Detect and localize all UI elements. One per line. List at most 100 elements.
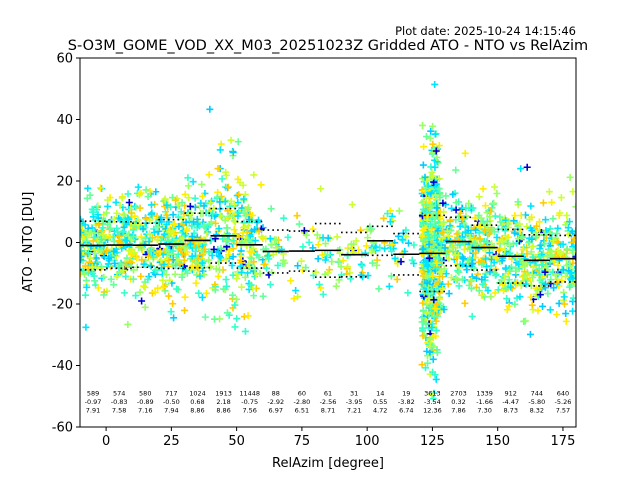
y-tick-label: 20 xyxy=(56,175,73,190)
data-point xyxy=(268,241,276,249)
data-point xyxy=(226,212,234,220)
data-point xyxy=(569,307,576,315)
data-point xyxy=(81,270,89,278)
y-tick-label: 0 xyxy=(65,236,73,251)
data-point xyxy=(162,271,170,279)
data-point xyxy=(111,259,119,267)
data-point xyxy=(205,171,213,179)
data-point xyxy=(191,194,199,202)
data-point xyxy=(429,355,437,363)
data-point xyxy=(529,263,537,271)
data-point xyxy=(405,239,413,247)
data-point xyxy=(487,208,495,216)
data-point xyxy=(466,233,474,241)
data-point xyxy=(482,255,490,263)
data-point xyxy=(190,218,198,226)
data-point xyxy=(154,284,162,292)
data-point xyxy=(477,214,485,222)
data-point xyxy=(438,228,446,236)
data-point xyxy=(443,227,451,235)
bin-count-label: 744 xyxy=(531,390,543,398)
data-point xyxy=(263,264,271,272)
data-point xyxy=(106,225,114,233)
data-point xyxy=(424,359,432,367)
bin-count-label: 2703 xyxy=(450,390,467,398)
data-point xyxy=(309,244,317,252)
data-point xyxy=(511,212,519,220)
data-point xyxy=(118,194,126,202)
data-point xyxy=(491,289,499,297)
x-tick-label: 175 xyxy=(551,434,576,449)
data-point xyxy=(188,252,196,260)
data-point xyxy=(178,199,186,207)
data-point xyxy=(229,253,237,261)
data-point xyxy=(223,224,231,232)
data-point xyxy=(89,208,97,216)
data-point xyxy=(167,308,175,316)
bin-count-label: 1339 xyxy=(476,390,493,398)
data-point xyxy=(426,202,434,210)
data-point xyxy=(245,215,253,223)
data-point xyxy=(472,249,480,257)
data-point xyxy=(205,256,213,264)
data-point xyxy=(163,201,171,209)
data-point xyxy=(486,268,494,276)
data-point xyxy=(178,273,186,281)
data-point xyxy=(165,257,173,265)
data-point xyxy=(439,285,447,293)
data-point xyxy=(479,185,487,193)
data-point xyxy=(174,201,182,209)
data-point xyxy=(216,146,224,154)
data-point xyxy=(216,205,224,213)
data-point xyxy=(116,201,124,209)
data-point xyxy=(80,256,85,264)
data-point xyxy=(427,127,435,135)
data-point xyxy=(106,224,114,232)
data-point xyxy=(222,276,230,284)
data-point xyxy=(428,390,436,398)
data-point xyxy=(240,313,248,321)
data-point xyxy=(429,368,437,376)
data-point xyxy=(419,226,427,234)
data-point xyxy=(419,219,427,227)
data-point xyxy=(97,235,105,243)
data-point xyxy=(156,216,164,224)
data-point xyxy=(104,196,112,204)
data-point xyxy=(422,272,430,280)
data-point xyxy=(569,188,576,196)
data-point xyxy=(455,282,463,290)
data-point xyxy=(196,272,204,280)
data-point xyxy=(244,236,252,244)
data-point xyxy=(337,263,345,271)
data-point xyxy=(168,250,176,258)
data-point xyxy=(169,300,177,308)
data-point xyxy=(139,225,147,233)
data-point xyxy=(483,239,491,247)
bin-mean-label: -4.47 xyxy=(502,398,519,406)
data-point xyxy=(517,282,525,290)
data-point xyxy=(173,285,181,293)
data-point xyxy=(226,246,234,254)
data-point xyxy=(134,220,142,228)
data-point xyxy=(507,283,515,291)
data-point xyxy=(209,210,217,218)
data-point xyxy=(198,259,206,267)
data-point xyxy=(347,275,355,283)
data-point xyxy=(137,233,145,241)
data-point xyxy=(120,289,128,297)
data-point xyxy=(267,205,275,213)
data-point xyxy=(453,230,461,238)
data-point xyxy=(395,207,403,215)
data-point xyxy=(523,163,531,171)
data-point xyxy=(431,218,439,226)
data-point xyxy=(325,266,333,274)
data-point xyxy=(469,259,477,267)
data-point xyxy=(207,199,215,207)
data-point xyxy=(141,283,149,291)
bin-mean-label: -3.82 xyxy=(398,398,415,406)
data-point xyxy=(466,245,474,253)
data-point xyxy=(475,229,483,237)
data-point xyxy=(222,255,230,263)
data-point xyxy=(529,253,537,261)
data-point xyxy=(335,258,343,266)
